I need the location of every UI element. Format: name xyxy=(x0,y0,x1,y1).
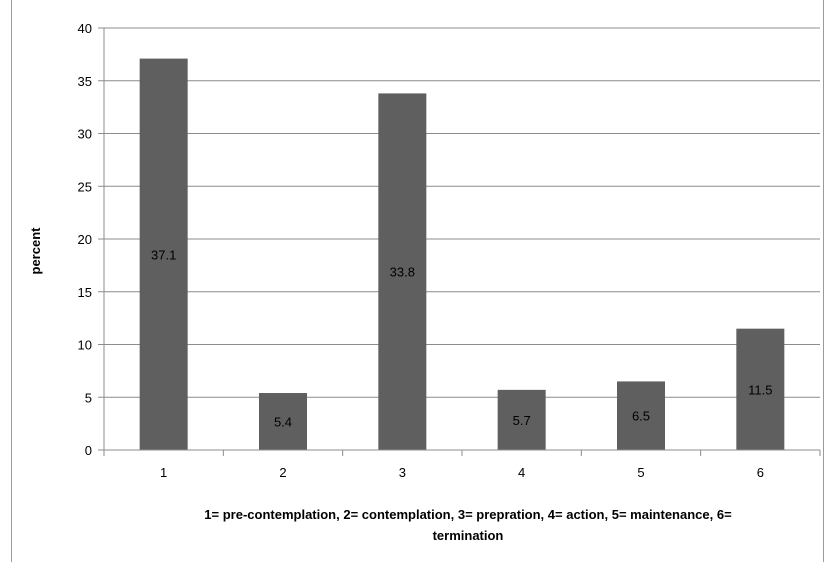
y-tick-label: 0 xyxy=(85,443,92,458)
data-label: 5.7 xyxy=(513,413,531,428)
x-tick-label: 1 xyxy=(160,465,167,480)
y-axis-title: percent xyxy=(28,227,43,275)
axes xyxy=(98,27,821,456)
bar xyxy=(259,393,307,450)
bar xyxy=(617,381,665,450)
y-tick-label: 5 xyxy=(85,390,92,405)
y-tick-label: 20 xyxy=(78,232,92,247)
data-label: 6.5 xyxy=(632,409,650,424)
y-tick-label: 10 xyxy=(78,338,92,353)
x-axis-title-line-2: termination xyxy=(433,528,504,543)
data-labels: 37.1 5.4 33.8 5.7 6.5 11.5 xyxy=(151,247,772,429)
bar xyxy=(736,328,785,450)
y-tick-label: 25 xyxy=(78,179,92,194)
x-tick-label: 6 xyxy=(757,465,764,480)
data-label: 33.8 xyxy=(390,265,415,280)
data-label: 5.4 xyxy=(274,415,292,430)
data-label: 11.5 xyxy=(748,382,772,397)
x-tick-label: 3 xyxy=(399,465,406,480)
bar xyxy=(139,58,188,450)
x-tick-label: 2 xyxy=(279,465,286,480)
x-tick-label: 4 xyxy=(518,465,525,480)
chart-frame xyxy=(11,0,824,562)
x-tick-label: 5 xyxy=(637,465,644,480)
y-tick-label: 40 xyxy=(78,21,92,36)
data-label: 37.1 xyxy=(151,247,176,262)
bar xyxy=(497,389,546,450)
y-tick-labels: 0 5 10 15 20 25 30 35 40 xyxy=(78,21,92,458)
bars xyxy=(139,58,785,450)
gridlines xyxy=(104,27,820,398)
bar xyxy=(378,93,427,450)
y-tick-label: 15 xyxy=(78,285,92,300)
y-tick-label: 35 xyxy=(78,74,92,89)
x-axis-title-line-1: 1= pre-contemplation, 2= contemplation, … xyxy=(204,507,732,522)
y-tick-label: 30 xyxy=(78,127,92,142)
x-tick-labels: 1 2 3 4 5 6 xyxy=(160,465,764,480)
